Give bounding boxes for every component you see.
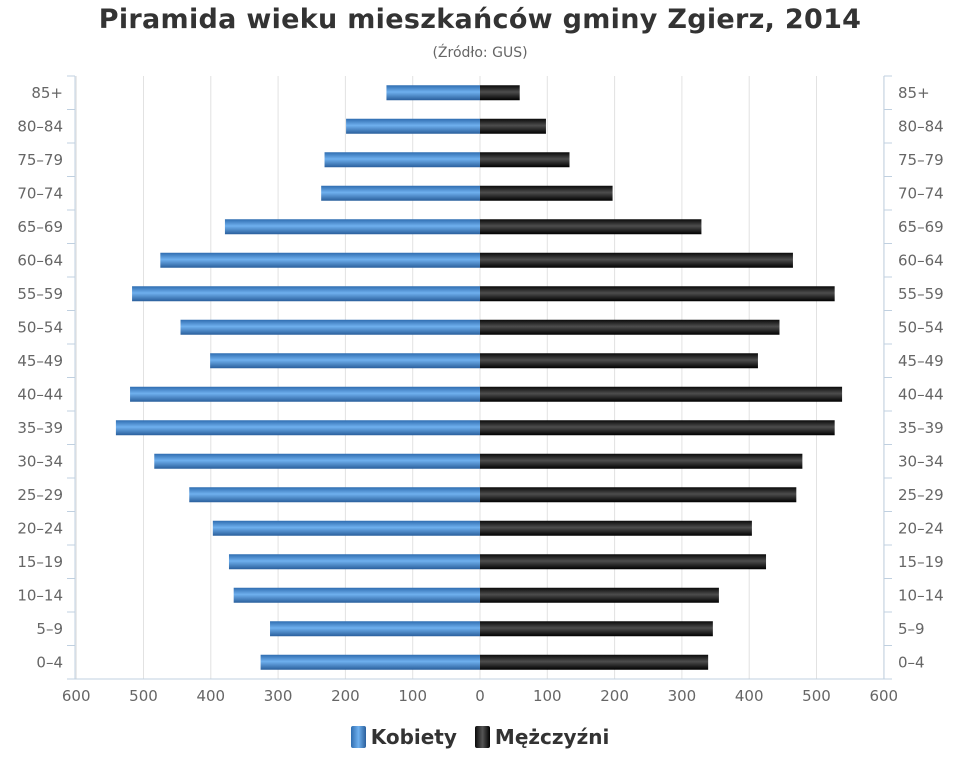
y-tick-label-right: 65–69 — [898, 218, 944, 236]
bars — [115, 85, 843, 670]
y-tick-label-right: 75–79 — [898, 151, 944, 169]
bar-kobiety[interactable] — [224, 219, 480, 235]
y-tick-label-left: 50–54 — [17, 318, 63, 336]
y-tick-label-left: 75–79 — [17, 151, 63, 169]
legend-swatch-kobiety — [350, 726, 366, 748]
bar-kobiety[interactable] — [189, 487, 480, 503]
y-tick-label-left: 0–4 — [36, 653, 63, 671]
axes — [67, 75, 892, 680]
bar-kobiety[interactable] — [115, 420, 481, 436]
bar-mezczyzni[interactable] — [480, 152, 570, 168]
y-tick-label-right: 50–54 — [898, 318, 944, 336]
y-tick-label-left: 5–9 — [36, 620, 63, 638]
bar-kobiety[interactable] — [180, 319, 480, 335]
bar-mezczyzni[interactable] — [480, 487, 797, 503]
y-tick-label-left: 80–84 — [17, 117, 63, 135]
x-tick-label: 600 — [869, 687, 898, 705]
y-tick-label-left: 55–59 — [17, 285, 63, 303]
x-tick-label: 600 — [62, 687, 91, 705]
bar-mezczyzni[interactable] — [480, 554, 767, 570]
bar-mezczyzni[interactable] — [480, 386, 843, 402]
bar-kobiety[interactable] — [233, 587, 480, 603]
y-tick-label-right: 80–84 — [898, 117, 944, 135]
x-tick-label: 100 — [533, 687, 562, 705]
x-tick-label: 200 — [331, 687, 360, 705]
legend-label-mezczyzni: Mężczyźni — [494, 725, 610, 749]
chart-subtitle: (Źródło: GUS) — [432, 45, 528, 61]
y-tick-label-left: 65–69 — [17, 218, 63, 236]
y-tick-label-left: 25–29 — [17, 486, 63, 504]
legend-item-mezczyzni[interactable]: Mężczyźni — [474, 725, 610, 749]
bar-kobiety[interactable] — [228, 554, 480, 570]
y-tick-label-right: 60–64 — [898, 251, 944, 269]
bar-kobiety[interactable] — [260, 654, 480, 670]
bar-kobiety[interactable] — [212, 520, 480, 536]
bar-mezczyzni[interactable] — [480, 420, 835, 436]
x-tick-label: 400 — [735, 687, 764, 705]
bar-mezczyzni[interactable] — [480, 621, 713, 637]
bar-kobiety[interactable] — [386, 85, 480, 101]
y-tick-label-right: 35–39 — [898, 419, 944, 437]
x-tick-label: 0 — [475, 687, 485, 705]
y-tick-label-left: 70–74 — [17, 184, 63, 202]
y-tick-label-left: 60–64 — [17, 251, 63, 269]
y-tick-label-left: 35–39 — [17, 419, 63, 437]
y-tick-label-right: 70–74 — [898, 184, 944, 202]
x-tick-label: 300 — [668, 687, 697, 705]
y-tick-label-left: 40–44 — [17, 385, 63, 403]
bar-kobiety[interactable] — [154, 453, 480, 469]
y-tick-label-right: 0–4 — [898, 653, 925, 671]
x-tick-label: 100 — [398, 687, 427, 705]
bar-kobiety[interactable] — [130, 386, 481, 402]
legend-label-kobiety: Kobiety — [370, 725, 457, 749]
legend-swatch-mezczyzni — [474, 726, 490, 748]
bar-kobiety[interactable] — [160, 252, 480, 268]
bar-mezczyzni[interactable] — [480, 219, 702, 235]
y-tick-label-left: 30–34 — [17, 452, 63, 470]
bar-mezczyzni[interactable] — [480, 520, 752, 536]
x-tick-label: 300 — [264, 687, 293, 705]
bar-kobiety[interactable] — [132, 286, 480, 302]
bar-kobiety[interactable] — [346, 118, 480, 134]
bar-kobiety[interactable] — [324, 152, 480, 168]
y-tick-label-right: 5–9 — [898, 620, 925, 638]
bar-kobiety[interactable] — [210, 353, 480, 369]
y-tick-label-right: 30–34 — [898, 452, 944, 470]
x-tick-label: 400 — [196, 687, 225, 705]
y-tick-label-left: 15–19 — [17, 553, 63, 571]
tick-labels: 600 500 400 300 200 100 0 100 200 300 400 500 600 85+… — [17, 84, 943, 705]
y-tick-label-right: 55–59 — [898, 285, 944, 303]
y-tick-label-left: 45–49 — [17, 352, 63, 370]
legend: Kobiety Mężczyźni — [0, 722, 960, 752]
bar-mezczyzni[interactable] — [480, 353, 758, 369]
chart-title: Piramida wieku mieszkańców gminy Zgierz,… — [98, 4, 862, 35]
y-tick-label-right: 20–24 — [898, 519, 944, 537]
y-tick-label-left: 85+ — [31, 84, 63, 102]
bar-mezczyzni[interactable] — [480, 252, 793, 268]
bar-mezczyzni[interactable] — [480, 654, 709, 670]
bar-mezczyzni[interactable] — [480, 286, 835, 302]
x-tick-label: 200 — [600, 687, 629, 705]
bar-kobiety[interactable] — [270, 621, 480, 637]
bar-mezczyzni[interactable] — [480, 453, 803, 469]
legend-item-kobiety[interactable]: Kobiety — [350, 725, 457, 749]
y-tick-label-left: 20–24 — [17, 519, 63, 537]
bar-kobiety[interactable] — [321, 185, 480, 201]
y-tick-label-left: 10–14 — [17, 586, 63, 604]
x-tick-label: 500 — [802, 687, 831, 705]
bar-mezczyzni[interactable] — [480, 185, 613, 201]
y-tick-label-right: 15–19 — [898, 553, 944, 571]
x-tick-label: 500 — [129, 687, 158, 705]
y-tick-label-right: 10–14 — [898, 586, 944, 604]
y-tick-label-right: 45–49 — [898, 352, 944, 370]
y-tick-label-right: 40–44 — [898, 385, 944, 403]
y-tick-label-right: 25–29 — [898, 486, 944, 504]
bar-mezczyzni[interactable] — [480, 118, 546, 134]
bar-mezczyzni[interactable] — [480, 319, 780, 335]
bar-mezczyzni[interactable] — [480, 85, 520, 101]
y-tick-label-right: 85+ — [898, 84, 930, 102]
bar-mezczyzni[interactable] — [480, 587, 719, 603]
